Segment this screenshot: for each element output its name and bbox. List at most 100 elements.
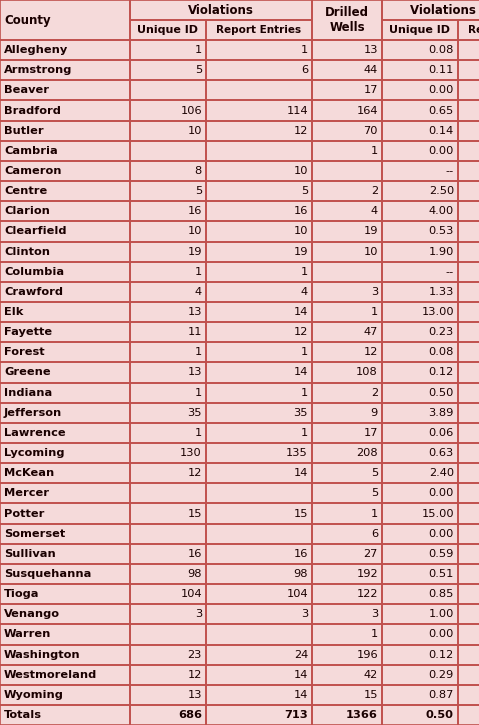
Bar	[382, 604, 458, 624]
Text: Elk: Elk	[4, 307, 23, 317]
Bar	[382, 523, 458, 544]
Text: 0.06: 0.06	[429, 428, 454, 438]
Text: Unique ID: Unique ID	[137, 25, 198, 35]
Bar	[382, 624, 458, 645]
Bar	[130, 181, 206, 202]
Bar	[0, 202, 130, 221]
Text: Violations: Violations	[188, 4, 254, 17]
Text: 1: 1	[301, 428, 308, 438]
Bar	[312, 120, 382, 141]
Bar	[458, 423, 479, 443]
Text: 104: 104	[181, 589, 202, 599]
Bar	[206, 402, 312, 423]
Bar	[458, 60, 479, 80]
Bar	[130, 202, 206, 221]
Text: Bradford: Bradford	[4, 106, 61, 115]
Text: 15.00: 15.00	[422, 508, 454, 518]
Bar	[382, 645, 458, 665]
Bar	[0, 80, 130, 101]
Bar	[458, 221, 479, 241]
Bar	[206, 423, 312, 443]
Bar	[206, 685, 312, 705]
Bar	[458, 624, 479, 645]
Text: 0.51: 0.51	[429, 569, 454, 579]
Bar	[382, 342, 458, 362]
Bar	[0, 282, 130, 302]
Bar	[458, 523, 479, 544]
Text: Lawrence: Lawrence	[4, 428, 66, 438]
Text: 0.29: 0.29	[429, 670, 454, 680]
Bar	[382, 141, 458, 161]
Bar	[312, 282, 382, 302]
Text: 1.90: 1.90	[429, 247, 454, 257]
Bar	[458, 120, 479, 141]
Bar	[458, 282, 479, 302]
Bar	[382, 383, 458, 402]
Bar	[130, 402, 206, 423]
Bar	[130, 523, 206, 544]
Text: Venango: Venango	[4, 609, 60, 619]
Text: Potter: Potter	[4, 508, 45, 518]
Text: 108: 108	[356, 368, 378, 378]
Bar	[130, 383, 206, 402]
Text: 0.50: 0.50	[429, 388, 454, 397]
Bar	[206, 202, 312, 221]
Bar	[130, 484, 206, 503]
Bar	[312, 221, 382, 241]
Bar	[312, 101, 382, 120]
Text: 14: 14	[294, 670, 308, 680]
Bar	[130, 120, 206, 141]
Bar	[312, 484, 382, 503]
Bar	[206, 443, 312, 463]
Text: Fayette: Fayette	[4, 327, 52, 337]
Text: Forest: Forest	[4, 347, 45, 357]
Text: 14: 14	[294, 368, 308, 378]
Bar	[458, 564, 479, 584]
Bar	[382, 503, 458, 523]
Bar	[206, 564, 312, 584]
Text: Washington: Washington	[4, 650, 80, 660]
Text: 12: 12	[364, 347, 378, 357]
Text: 1366: 1366	[346, 710, 378, 720]
Bar	[312, 383, 382, 402]
Bar	[312, 402, 382, 423]
Bar	[458, 383, 479, 402]
Bar	[0, 141, 130, 161]
Text: 12: 12	[188, 670, 202, 680]
Text: 0.23: 0.23	[429, 327, 454, 337]
Text: Centre: Centre	[4, 186, 47, 196]
Text: Allegheny: Allegheny	[4, 45, 68, 55]
Text: Butler: Butler	[4, 125, 44, 136]
Bar	[130, 503, 206, 523]
Text: 0.14: 0.14	[429, 125, 454, 136]
Text: 3.89: 3.89	[429, 407, 454, 418]
Bar	[0, 362, 130, 383]
Text: Beaver: Beaver	[4, 86, 49, 96]
Text: 0.00: 0.00	[429, 529, 454, 539]
Bar	[130, 322, 206, 342]
Bar	[130, 705, 206, 725]
Bar	[312, 322, 382, 342]
Bar	[0, 181, 130, 202]
Text: 2: 2	[371, 388, 378, 397]
Text: 10: 10	[294, 166, 308, 176]
Bar	[0, 402, 130, 423]
Text: 5: 5	[371, 468, 378, 479]
Bar	[206, 141, 312, 161]
Bar	[382, 221, 458, 241]
Bar	[312, 584, 382, 604]
Text: 1: 1	[195, 45, 202, 55]
Text: 4: 4	[195, 287, 202, 297]
Text: Report Entries: Report Entries	[468, 25, 479, 35]
Text: 98: 98	[187, 569, 202, 579]
Text: 0.65: 0.65	[429, 106, 454, 115]
Bar	[130, 141, 206, 161]
Text: 0.11: 0.11	[429, 65, 454, 75]
Bar	[382, 705, 458, 725]
Text: 1: 1	[301, 267, 308, 277]
Text: Totals: Totals	[4, 710, 42, 720]
Text: 13: 13	[364, 45, 378, 55]
Bar	[206, 282, 312, 302]
Bar	[312, 443, 382, 463]
Text: 1.00: 1.00	[429, 609, 454, 619]
